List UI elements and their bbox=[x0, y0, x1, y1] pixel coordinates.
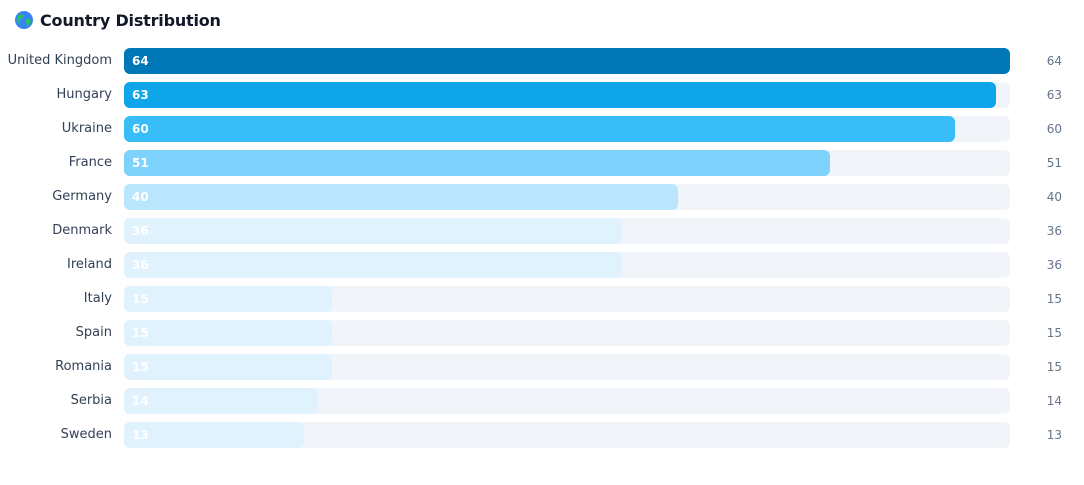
category-label: Hungary bbox=[56, 87, 112, 102]
category-label: Ukraine bbox=[61, 121, 112, 136]
bar-row: United Kingdom 64 64 bbox=[0, 48, 1084, 74]
header: Country Distribution bbox=[14, 10, 221, 30]
value-label: 51 bbox=[1046, 156, 1062, 170]
bar-value-label: 13 bbox=[132, 428, 149, 442]
bar: 15 bbox=[124, 320, 332, 346]
chart-title: Country Distribution bbox=[40, 10, 221, 30]
bar-value-label: 63 bbox=[132, 88, 149, 102]
category-label: Romania bbox=[55, 359, 112, 374]
category-label: Spain bbox=[75, 325, 112, 340]
category-label: Denmark bbox=[52, 223, 112, 238]
bar-value-label: 36 bbox=[132, 224, 149, 238]
bar: 14 bbox=[124, 388, 318, 414]
bar-value-label: 15 bbox=[132, 292, 149, 306]
value-label: 13 bbox=[1046, 428, 1062, 442]
bar-track: 40 bbox=[124, 184, 1010, 210]
bar-value-label: 60 bbox=[132, 122, 149, 136]
bar: 36 bbox=[124, 218, 623, 244]
value-label: 64 bbox=[1046, 54, 1062, 68]
bar-track: 64 bbox=[124, 48, 1010, 74]
bar-track: 60 bbox=[124, 116, 1010, 142]
category-label: Sweden bbox=[60, 427, 112, 442]
bar-track: 15 bbox=[124, 320, 1010, 346]
value-label: 60 bbox=[1046, 122, 1062, 136]
value-label: 15 bbox=[1046, 326, 1062, 340]
bar-track: 15 bbox=[124, 354, 1010, 380]
bar-row: Serbia 14 14 bbox=[0, 388, 1084, 414]
bar-row: Ukraine 60 60 bbox=[0, 116, 1084, 142]
bar: 15 bbox=[124, 354, 332, 380]
value-label: 40 bbox=[1046, 190, 1062, 204]
bar-track: 15 bbox=[124, 286, 1010, 312]
bar-value-label: 51 bbox=[132, 156, 149, 170]
value-label: 36 bbox=[1046, 224, 1062, 238]
bar-value-label: 15 bbox=[132, 360, 149, 374]
bar-track: 51 bbox=[124, 150, 1010, 176]
value-label: 14 bbox=[1046, 394, 1062, 408]
category-label: Italy bbox=[83, 291, 112, 306]
bar-row: Sweden 13 13 bbox=[0, 422, 1084, 448]
globe-icon bbox=[15, 11, 33, 29]
bar-track: 36 bbox=[124, 218, 1010, 244]
bar-value-label: 15 bbox=[132, 326, 149, 340]
bar-row: France 51 51 bbox=[0, 150, 1084, 176]
bar: 51 bbox=[124, 150, 831, 176]
bar-track: 36 bbox=[124, 252, 1010, 278]
value-label: 36 bbox=[1046, 258, 1062, 272]
category-label: Serbia bbox=[70, 393, 112, 408]
value-label: 15 bbox=[1046, 360, 1062, 374]
bar-row: Romania 15 15 bbox=[0, 354, 1084, 380]
bar-row: Spain 15 15 bbox=[0, 320, 1084, 346]
category-label: Germany bbox=[52, 189, 112, 204]
bar-list: United Kingdom 64 64 Hungary 63 63 Ukraine 60 60… bbox=[0, 48, 1084, 448]
bar: 15 bbox=[124, 286, 332, 312]
bar-row: Ireland 36 36 bbox=[0, 252, 1084, 278]
bar-value-label: 36 bbox=[132, 258, 149, 272]
bar: 63 bbox=[124, 82, 997, 108]
bar-track: 13 bbox=[124, 422, 1010, 448]
bar-value-label: 14 bbox=[132, 394, 149, 408]
bar-row: Denmark 36 36 bbox=[0, 218, 1084, 244]
bar-row: Italy 15 15 bbox=[0, 286, 1084, 312]
bar-row: Germany 40 40 bbox=[0, 184, 1084, 210]
category-label: France bbox=[68, 155, 112, 170]
bar-value-label: 64 bbox=[132, 54, 149, 68]
bar: 64 bbox=[124, 48, 1010, 74]
bar: 36 bbox=[124, 252, 623, 278]
bar-track: 63 bbox=[124, 82, 1010, 108]
value-label: 63 bbox=[1046, 88, 1062, 102]
category-label: United Kingdom bbox=[7, 53, 112, 68]
bar-track: 14 bbox=[124, 388, 1010, 414]
bar-row: Hungary 63 63 bbox=[0, 82, 1084, 108]
bar: 60 bbox=[124, 116, 955, 142]
bar: 13 bbox=[124, 422, 304, 448]
bar: 40 bbox=[124, 184, 678, 210]
category-label: Ireland bbox=[67, 257, 112, 272]
value-label: 15 bbox=[1046, 292, 1062, 306]
bar-value-label: 40 bbox=[132, 190, 149, 204]
